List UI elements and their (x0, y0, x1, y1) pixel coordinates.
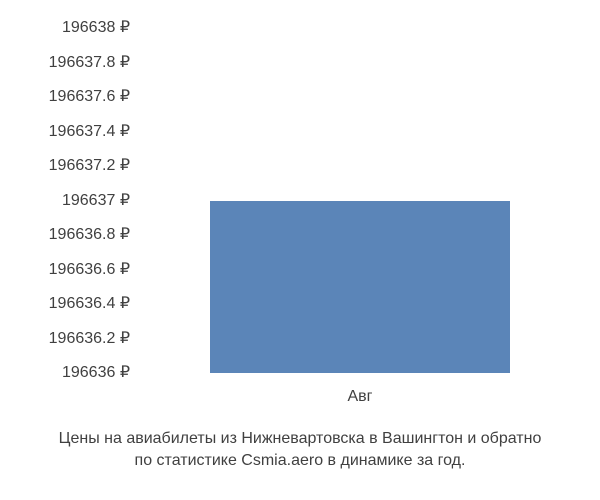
y-axis: 196638 ₽196637.8 ₽196637.6 ₽196637.4 ₽19… (0, 28, 140, 373)
x-axis: Авг (140, 380, 580, 410)
y-tick-label: 196637 ₽ (62, 193, 130, 209)
y-tick-label: 196637.6 ₽ (49, 89, 130, 105)
chart-container: 196638 ₽ 196637.8 ₽ 196637.6 ₽ 196637.4 ₽ 19… (0, 0, 600, 500)
y-tick-label: 196636.6 ₽ (49, 262, 130, 278)
caption-line-1: Цены на авиабилеты из Нижневартовска в В… (59, 430, 542, 447)
y-tick-label: 196636.8 ₽ (49, 227, 130, 243)
y-tick-label: 196637.4 ₽ (49, 124, 130, 140)
y-tick-label: 196636.4 ₽ (49, 296, 130, 312)
plot-area (140, 28, 580, 373)
y-tick-label: 196636 ₽ (62, 365, 130, 381)
y-tick-label: 196636.2 ₽ (49, 331, 130, 347)
x-tick-label: Авг (347, 388, 372, 406)
y-tick-label: 196637.2 ₽ (49, 158, 130, 174)
chart-caption: Цены на авиабилеты из Нижневартовска в В… (0, 428, 600, 473)
y-tick-label: 196638 ₽ (62, 20, 130, 36)
caption-line-2: по статистике Csmia.aero в динамике за г… (135, 452, 466, 469)
y-tick-label: 196637.8 ₽ (49, 55, 130, 71)
bar (210, 201, 510, 374)
